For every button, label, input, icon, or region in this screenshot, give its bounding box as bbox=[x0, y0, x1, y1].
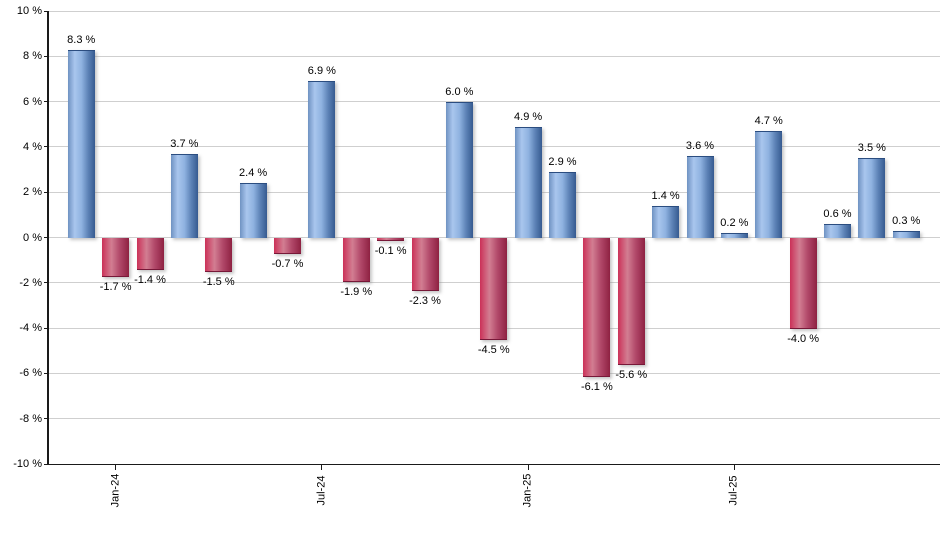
x-axis-label: Jul-25 bbox=[727, 475, 740, 506]
bar-value-label: 2.4 % bbox=[239, 167, 268, 180]
bar-value-label: -1.7 % bbox=[99, 281, 132, 293]
x-axis-tick bbox=[321, 465, 323, 470]
bar-value-label: -2.3 % bbox=[409, 294, 441, 307]
y-axis-label: 4 % bbox=[23, 140, 42, 153]
y-axis-label: 0 % bbox=[23, 231, 42, 244]
bar-value-label: 3.6 % bbox=[685, 139, 715, 152]
bar-negative bbox=[274, 237, 301, 255]
x-axis-label: Jul-24 bbox=[315, 475, 328, 506]
bar-value-label: 2.9 % bbox=[548, 155, 577, 168]
bar-positive bbox=[720, 232, 748, 239]
y-axis-tick bbox=[44, 55, 48, 57]
bar-value-label: 0.2 % bbox=[720, 216, 749, 229]
y-axis-tick bbox=[44, 463, 48, 465]
bar-value-label: 4.9 % bbox=[514, 110, 543, 123]
bar-positive bbox=[514, 126, 542, 239]
bar-positive bbox=[239, 183, 267, 239]
gridline bbox=[48, 191, 940, 193]
bar-value-label: 6.9 % bbox=[307, 65, 336, 78]
bar-positive bbox=[755, 131, 783, 239]
y-axis-tick bbox=[44, 418, 48, 420]
bar-value-label: 1.4 % bbox=[651, 189, 680, 202]
x-axis-tick bbox=[733, 465, 735, 470]
bar-negative bbox=[789, 237, 817, 330]
bar-positive bbox=[170, 153, 198, 239]
bar-positive bbox=[445, 101, 473, 239]
bar-value-label: -1.5 % bbox=[202, 276, 235, 289]
bar-positive bbox=[858, 158, 886, 239]
y-axis-tick bbox=[44, 10, 48, 12]
y-axis-tick bbox=[44, 191, 48, 193]
bar-value-label: -0.7 % bbox=[271, 258, 304, 271]
bar-value-label: -1.9 % bbox=[340, 285, 373, 298]
x-axis-tick bbox=[115, 465, 117, 470]
bar-value-label: -5.6 % bbox=[615, 369, 648, 382]
bar-negative bbox=[480, 237, 508, 341]
gridline bbox=[48, 418, 940, 420]
bar-positive bbox=[308, 81, 336, 239]
bar-value-label: -1.4 % bbox=[134, 274, 166, 287]
bar-value-label: 8.3 % bbox=[67, 33, 96, 46]
bar-value-label: 4.7 % bbox=[754, 115, 783, 128]
y-axis-tick bbox=[44, 282, 48, 284]
x-axis-label: Jan-24 bbox=[109, 473, 122, 508]
bar-negative bbox=[583, 237, 611, 377]
bar-value-label: 3.7 % bbox=[170, 137, 199, 150]
bar-value-label: -4.5 % bbox=[477, 344, 510, 357]
bar-negative bbox=[136, 237, 164, 271]
y-axis-tick bbox=[44, 372, 48, 374]
bar-positive bbox=[824, 223, 851, 239]
y-axis-tick bbox=[44, 146, 48, 148]
bar-positive bbox=[892, 230, 920, 239]
x-axis-tick bbox=[527, 465, 529, 470]
gridline bbox=[48, 146, 940, 148]
bar-value-label: -4.0 % bbox=[787, 333, 820, 346]
y-axis-tick bbox=[44, 237, 48, 238]
y-axis-label: -6 % bbox=[19, 367, 42, 380]
y-axis-line bbox=[47, 11, 49, 465]
bar-value-label: 3.5 % bbox=[857, 142, 886, 155]
y-axis-label: -8 % bbox=[19, 412, 42, 425]
bar-positive bbox=[67, 49, 95, 239]
y-axis-tick bbox=[44, 101, 48, 103]
bar-positive bbox=[686, 155, 714, 239]
y-axis-label: -10 % bbox=[13, 458, 42, 470]
y-axis-label: 8 % bbox=[23, 50, 42, 63]
bar-positive bbox=[652, 205, 680, 239]
y-axis-label: 2 % bbox=[23, 186, 42, 199]
y-axis-label: 10 % bbox=[16, 5, 42, 17]
gridline bbox=[48, 101, 940, 103]
bar-value-label: -6.1 % bbox=[580, 380, 613, 393]
bar-negative bbox=[205, 237, 233, 273]
y-axis-label: 6 % bbox=[23, 95, 42, 108]
bar-negative bbox=[102, 237, 130, 277]
bar-negative bbox=[342, 237, 370, 282]
gridline bbox=[48, 55, 940, 57]
gridline bbox=[48, 372, 940, 374]
x-axis-label: Jan-25 bbox=[521, 473, 534, 508]
bar-value-label: 6.0 % bbox=[445, 85, 474, 98]
gridline bbox=[48, 10, 940, 12]
bar-value-label: 0.6 % bbox=[823, 207, 852, 220]
bar-value-label: 0.3 % bbox=[892, 214, 921, 227]
x-axis-line bbox=[47, 463, 940, 465]
bar-value-label: -0.1 % bbox=[374, 244, 407, 257]
bar-negative bbox=[377, 237, 405, 241]
y-axis-tick bbox=[44, 327, 48, 329]
y-axis-label: -2 % bbox=[19, 276, 42, 289]
y-axis-label: -4 % bbox=[19, 322, 42, 335]
bar-negative bbox=[617, 237, 645, 366]
bar-negative bbox=[411, 237, 439, 291]
bar-positive bbox=[549, 171, 576, 239]
